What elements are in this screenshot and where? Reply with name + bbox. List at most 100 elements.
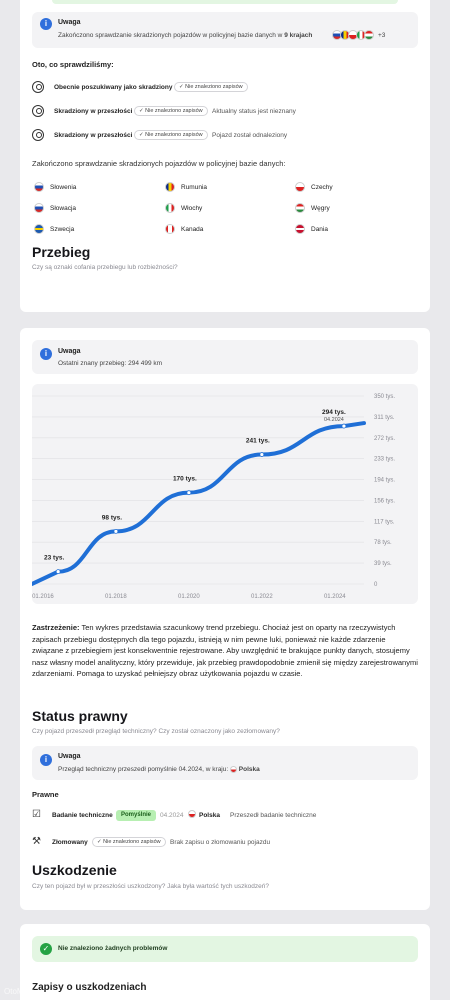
x-tick-label: 01.2022 — [251, 594, 273, 600]
thief-icon — [32, 105, 44, 117]
country-canada: Kanada — [181, 226, 203, 233]
info-icon: i — [40, 348, 52, 360]
checklist-icon: ☑ — [32, 809, 41, 820]
mileage-line — [32, 423, 364, 584]
countries-heading: Zakończono sprawdzanie skradzionych poja… — [32, 159, 285, 168]
no-problems-notice: ✓ Nie znaleziono żadnych problemów — [32, 936, 418, 962]
notice-title: Uwaga — [58, 348, 81, 355]
data-label: 241 tys. — [246, 438, 270, 445]
legal-row-date: 04.2024 — [160, 812, 184, 819]
data-point — [114, 529, 118, 533]
flag-romania-icon — [165, 182, 175, 192]
country-slovakia: Słowacja — [50, 205, 76, 212]
notice-title: Uwaga — [58, 19, 81, 26]
no-records-chip: ✓ Nie znaleziono zapisów — [92, 837, 166, 847]
data-point — [187, 491, 191, 495]
thief-icon — [32, 129, 44, 141]
x-tick-label: 01.2020 — [178, 594, 200, 600]
check-circle-icon: ✓ — [40, 943, 52, 955]
status-strip — [52, 0, 398, 4]
flag-czech-icon — [295, 182, 305, 192]
y-tick-label: 156 tys. — [374, 498, 395, 504]
legal-subtitle: Czy pojazd przeszedł przegląd techniczny… — [32, 728, 280, 735]
flag-canada-icon — [165, 224, 175, 234]
check-note: Pojazd został odnaleziony — [212, 132, 287, 139]
mileage-chart: 0 39 tys. 78 tys. 117 tys. 156 tys. 194 tys. 2… — [32, 384, 418, 604]
notice-text: Zakończono sprawdzanie skradzionych poja… — [58, 32, 312, 39]
check-note: Aktualny status jest nieznany — [212, 108, 296, 115]
info-icon: i — [40, 18, 52, 30]
legal-row-country: Polska — [199, 812, 220, 819]
disclaimer: Zastrzeżenie: Ten wykres przedstawia sza… — [32, 622, 418, 680]
check-label: Skradziony w przeszłości — [54, 108, 132, 115]
wrench-icon: ⚒ — [32, 836, 41, 847]
y-tick-label: 194 tys. — [374, 478, 395, 484]
legal-notice: i Uwaga Przegląd techniczny przeszedł po… — [32, 746, 418, 780]
country-italy: Włochy — [181, 205, 202, 212]
checked-heading: Oto, co sprawdziliśmy: — [32, 60, 114, 69]
legal-row-note: Brak zapisu o złomowaniu pojazdu — [170, 839, 270, 846]
x-tick-label: 01.2016 — [32, 594, 54, 600]
data-point — [260, 453, 264, 457]
theft-notice: i Uwaga Zakończono sprawdzanie skradzion… — [32, 12, 418, 48]
y-tick-label: 78 tys. — [374, 540, 392, 546]
check-label: Obecnie poszukiwany jako skradziony — [54, 84, 172, 91]
mileage-notice: i Uwaga Ostatni znany przebieg: 294 499 … — [32, 340, 418, 374]
flag-sweden-icon — [34, 224, 44, 234]
notice-text: Ostatni znany przebieg: 294 499 km — [58, 360, 162, 367]
flag-slovakia-icon — [34, 203, 44, 213]
check-label: Skradziony w przeszłości — [54, 132, 132, 139]
y-tick-label: 272 tys. — [374, 436, 395, 442]
y-tick-label: 311 tys. — [374, 415, 395, 421]
legal-section-label: Prawne — [32, 790, 59, 799]
mileage-card: i Uwaga Ostatni znany przebieg: 294 499 … — [20, 328, 430, 910]
flag-hungary-icon — [364, 30, 374, 40]
x-tick-label: 01.2018 — [105, 594, 127, 600]
last-point-date: 04.2024 — [324, 417, 344, 423]
y-tick-label: 39 tys. — [374, 561, 392, 567]
country-czech: Czechy — [311, 184, 333, 191]
data-label: 23 tys. — [44, 555, 64, 562]
x-tick-label: 01.2024 — [324, 594, 346, 600]
country-romania: Rumunia — [181, 184, 207, 191]
country-hungary: Węgry — [311, 205, 330, 212]
legal-title: Status prawny — [32, 708, 128, 724]
mileage-subtitle: Czy są oznaki cofania przebiegu lub rozb… — [32, 264, 178, 271]
data-point — [56, 570, 60, 574]
country-sweden: Szwecja — [50, 226, 74, 233]
flag-slovenia-icon — [34, 182, 44, 192]
notice-text: Przegląd techniczny przeszedł pomyślnie … — [58, 766, 260, 773]
theft-check-card: i Uwaga Zakończono sprawdzanie skradzion… — [20, 0, 430, 312]
flag-denmark-icon — [295, 224, 305, 234]
data-label: 98 tys. — [102, 514, 122, 521]
watermark: OtoMoto — [4, 987, 35, 996]
country-slovenia: Słowenia — [50, 184, 76, 191]
y-tick-label: 233 tys. — [374, 457, 395, 463]
no-records-chip: ✓ Nie znaleziono zapisów — [174, 82, 248, 92]
flag-poland-icon — [230, 766, 237, 773]
data-label: 170 tys. — [173, 476, 197, 483]
more-countries-count: +3 — [378, 32, 385, 39]
legal-row-label: Badanie techniczne — [52, 812, 113, 819]
flag-italy-icon — [165, 203, 175, 213]
damage-subtitle: Czy ten pojazd był w przeszłości uszkodz… — [32, 883, 269, 890]
y-tick-label: 117 tys. — [374, 519, 395, 525]
no-problems-text: Nie znaleziono żadnych problemów — [58, 945, 167, 952]
status-badge: Pomyślnie — [116, 810, 156, 821]
damage-records-title: Zapisy o uszkodzeniach — [32, 982, 146, 993]
notice-title: Uwaga — [58, 753, 81, 760]
mileage-title: Przebieg — [32, 244, 90, 260]
data-label: 294 tys. — [322, 409, 346, 416]
thief-icon — [32, 81, 44, 93]
info-icon: i — [40, 754, 52, 766]
no-records-chip: ✓ Nie znaleziono zapisów — [134, 130, 208, 140]
no-records-chip: ✓ Nie znaleziono zapisów — [134, 106, 208, 116]
data-point — [342, 424, 346, 428]
flag-poland-icon — [188, 810, 196, 818]
damage-title: Uszkodzenie — [32, 862, 117, 878]
legal-row-label: Złomowany — [52, 839, 88, 846]
y-tick-label: 0 — [374, 582, 378, 588]
country-denmark: Dania — [311, 226, 328, 233]
legal-row-note: Przeszedł badanie techniczne — [230, 812, 316, 819]
y-tick-label: 350 tys. — [374, 394, 395, 400]
